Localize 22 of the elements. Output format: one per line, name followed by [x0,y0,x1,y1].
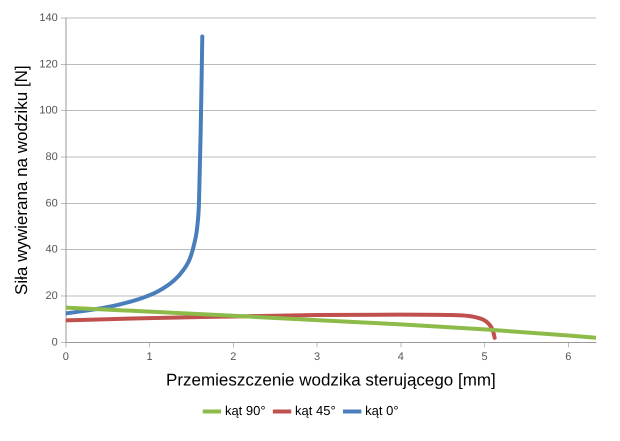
x-tick-label: 2 [230,351,236,364]
x-tick-label: 6 [565,351,572,364]
legend-label: kąt 0° [365,403,399,418]
y-tick-label: 80 [46,151,58,164]
y-tick-label: 40 [46,244,58,256]
legend-label: kąt 90° [224,403,266,418]
y-tick-label: 60 [46,197,58,210]
x-tick-label: 5 [482,351,488,364]
y-axis-title: Siła wywierana na wodziku [N] [12,65,31,296]
x-tick-label: 1 [146,351,153,364]
x-axis-title: Przemieszczenie wodzika sterującego [mm] [166,370,496,390]
y-tick-label: 120 [39,58,58,70]
legend-label: kąt 45° [295,403,336,418]
y-tick-label: 140 [39,12,58,24]
x-tick-label: 4 [398,351,404,364]
x-tick-label: 0 [62,351,69,364]
line-series [66,306,596,340]
y-tick-label: 100 [39,104,58,117]
y-tick-label: 0 [52,336,58,348]
x-tick-label: 3 [314,351,320,364]
line-series [66,34,204,316]
y-tick-label: 20 [46,290,58,302]
